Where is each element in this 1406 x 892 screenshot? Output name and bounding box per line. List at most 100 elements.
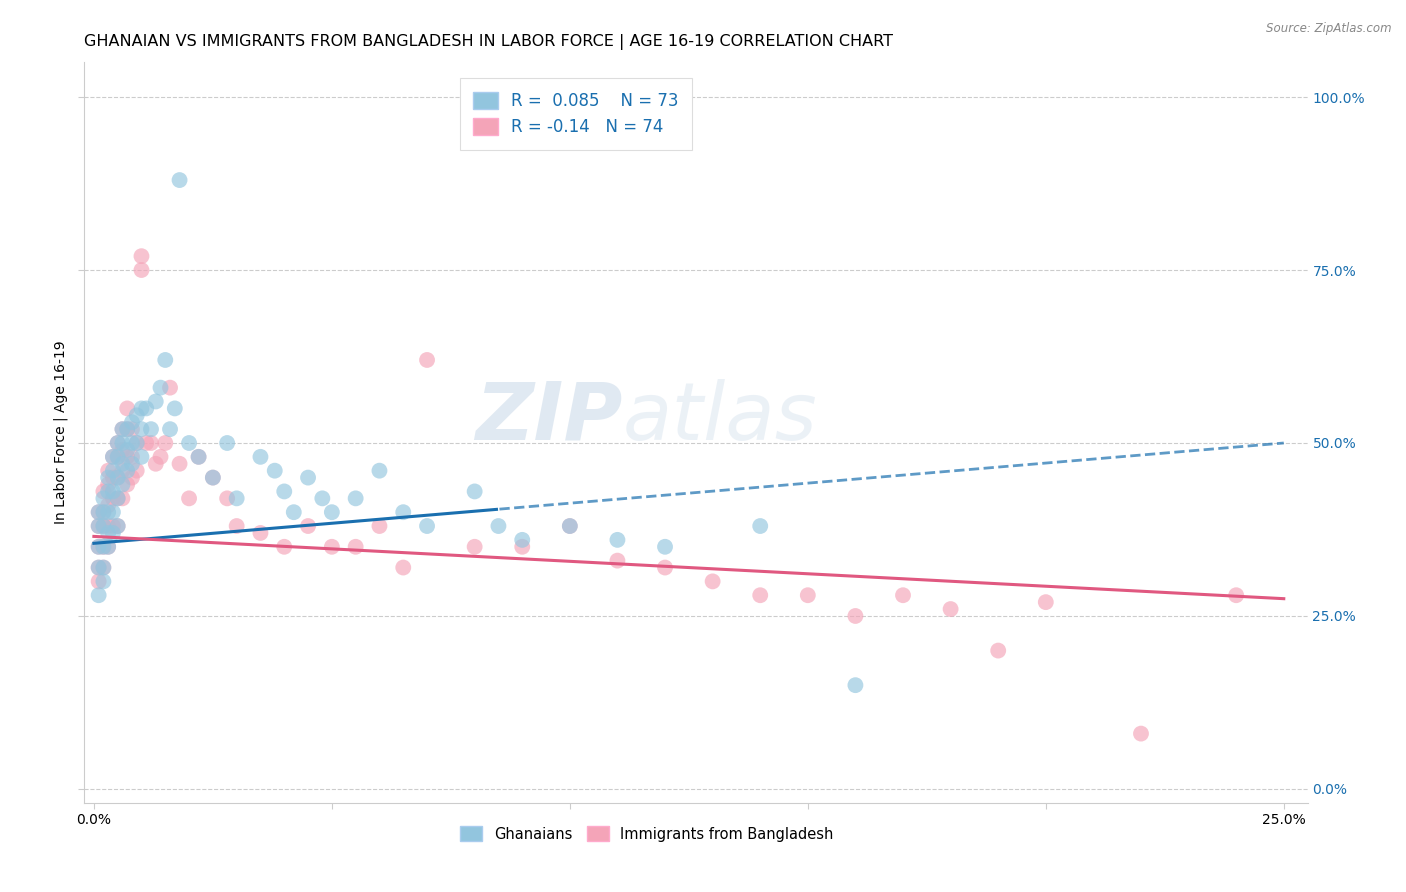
Text: ZIP: ZIP [475,379,623,457]
Point [155,436,177,450]
Point [939,602,962,616]
Point [101,450,124,464]
Point [107,436,129,450]
Point [107,519,129,533]
Point [131,249,153,263]
Point [249,525,271,540]
Point [139,422,162,436]
Point [201,470,224,484]
Point [87,519,110,533]
Point [121,436,143,450]
Point [97,470,120,484]
Point [131,450,153,464]
Point [97,519,120,533]
Point [145,457,167,471]
Point [107,470,129,484]
Point [115,442,138,457]
Point [93,560,115,574]
Point [201,470,224,484]
Point [510,540,533,554]
Point [297,470,319,484]
Point [107,450,129,464]
Point [107,519,129,533]
Point [93,519,115,533]
Point [111,422,134,436]
Point [121,457,143,471]
Y-axis label: In Labor Force | Age 16-19: In Labor Force | Age 16-19 [53,341,67,524]
Point [97,464,120,478]
Point [107,470,129,484]
Point [606,533,628,547]
Point [115,464,138,478]
Point [111,464,134,478]
Point [273,484,295,499]
Point [321,540,343,554]
Point [125,436,148,450]
Point [187,450,209,464]
Point [87,540,110,554]
Text: atlas: atlas [623,379,817,457]
Point [87,540,110,554]
Point [177,491,200,506]
Point [987,643,1010,657]
Point [702,574,724,589]
Point [115,477,138,491]
Point [93,505,115,519]
Point [654,540,676,554]
Point [97,484,120,499]
Point [87,505,110,519]
Point [249,450,271,464]
Point [225,519,247,533]
Point [263,464,285,478]
Point [93,540,115,554]
Point [177,436,200,450]
Point [273,540,295,554]
Text: GHANAIAN VS IMMIGRANTS FROM BANGLADESH IN LABOR FORCE | AGE 16-19 CORRELATION CH: GHANAIAN VS IMMIGRANTS FROM BANGLADESH I… [84,34,893,50]
Point [606,554,628,568]
Point [368,519,391,533]
Point [115,450,138,464]
Point [107,436,129,450]
Point [217,491,239,506]
Point [101,505,124,519]
Point [115,401,138,416]
Point [321,505,343,519]
Point [87,588,110,602]
Point [101,525,124,540]
Point [101,484,124,499]
Point [101,464,124,478]
Point [217,436,239,450]
Point [125,409,148,423]
Point [844,609,866,624]
Point [297,519,319,533]
Point [149,450,172,464]
Point [654,560,676,574]
Point [311,491,333,506]
Point [97,525,120,540]
Point [93,540,115,554]
Point [159,381,181,395]
Point [87,519,110,533]
Point [121,415,143,429]
Point [87,560,110,574]
Point [163,401,186,416]
Point [125,436,148,450]
Point [107,450,129,464]
Point [797,588,820,602]
Point [125,464,148,478]
Legend: Ghanaians, Immigrants from Bangladesh: Ghanaians, Immigrants from Bangladesh [454,821,839,847]
Point [87,574,110,589]
Point [121,450,143,464]
Point [558,519,581,533]
Point [111,491,134,506]
Point [101,519,124,533]
Point [107,491,129,506]
Point [283,505,305,519]
Point [111,442,134,457]
Point [115,422,138,436]
Point [558,519,581,533]
Point [101,450,124,464]
Point [111,457,134,471]
Point [135,436,157,450]
Point [344,540,367,554]
